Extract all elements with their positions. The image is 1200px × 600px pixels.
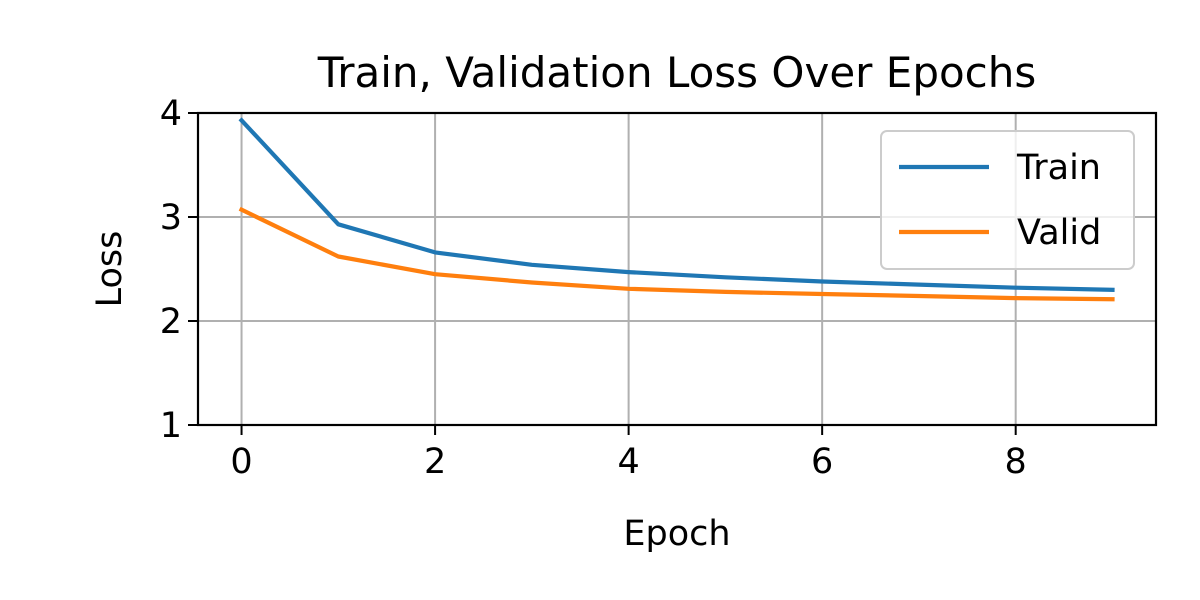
- x-tick-label: 8: [1005, 442, 1027, 482]
- chart-title: Train, Validation Loss Over Epochs: [317, 48, 1037, 97]
- x-tick-label: 6: [811, 442, 833, 482]
- x-axis-ticks: 0 2 4 6 8: [230, 425, 1027, 482]
- y-tick-label: 3: [160, 198, 182, 238]
- y-tick-label: 1: [160, 406, 182, 446]
- plot-frame: [196, 111, 1158, 427]
- legend: Train Valid: [880, 130, 1135, 270]
- legend-label-valid: Valid: [1017, 213, 1101, 253]
- x-axis-label: Epoch: [623, 514, 730, 554]
- series-line-train: [238, 117, 1115, 292]
- y-axis-ticks: 1 2 3 4: [160, 94, 198, 446]
- y-tick-label: 4: [160, 94, 182, 134]
- series-line-valid: [238, 206, 1115, 302]
- series-lines: [238, 117, 1115, 302]
- x-tick-label: 2: [424, 442, 446, 482]
- y-tick-label: 2: [160, 302, 182, 342]
- y-axis-label: Loss: [90, 231, 130, 308]
- x-tick-label: 4: [617, 442, 639, 482]
- x-tick-label: 0: [230, 442, 252, 482]
- legend-label-train: Train: [1016, 148, 1101, 188]
